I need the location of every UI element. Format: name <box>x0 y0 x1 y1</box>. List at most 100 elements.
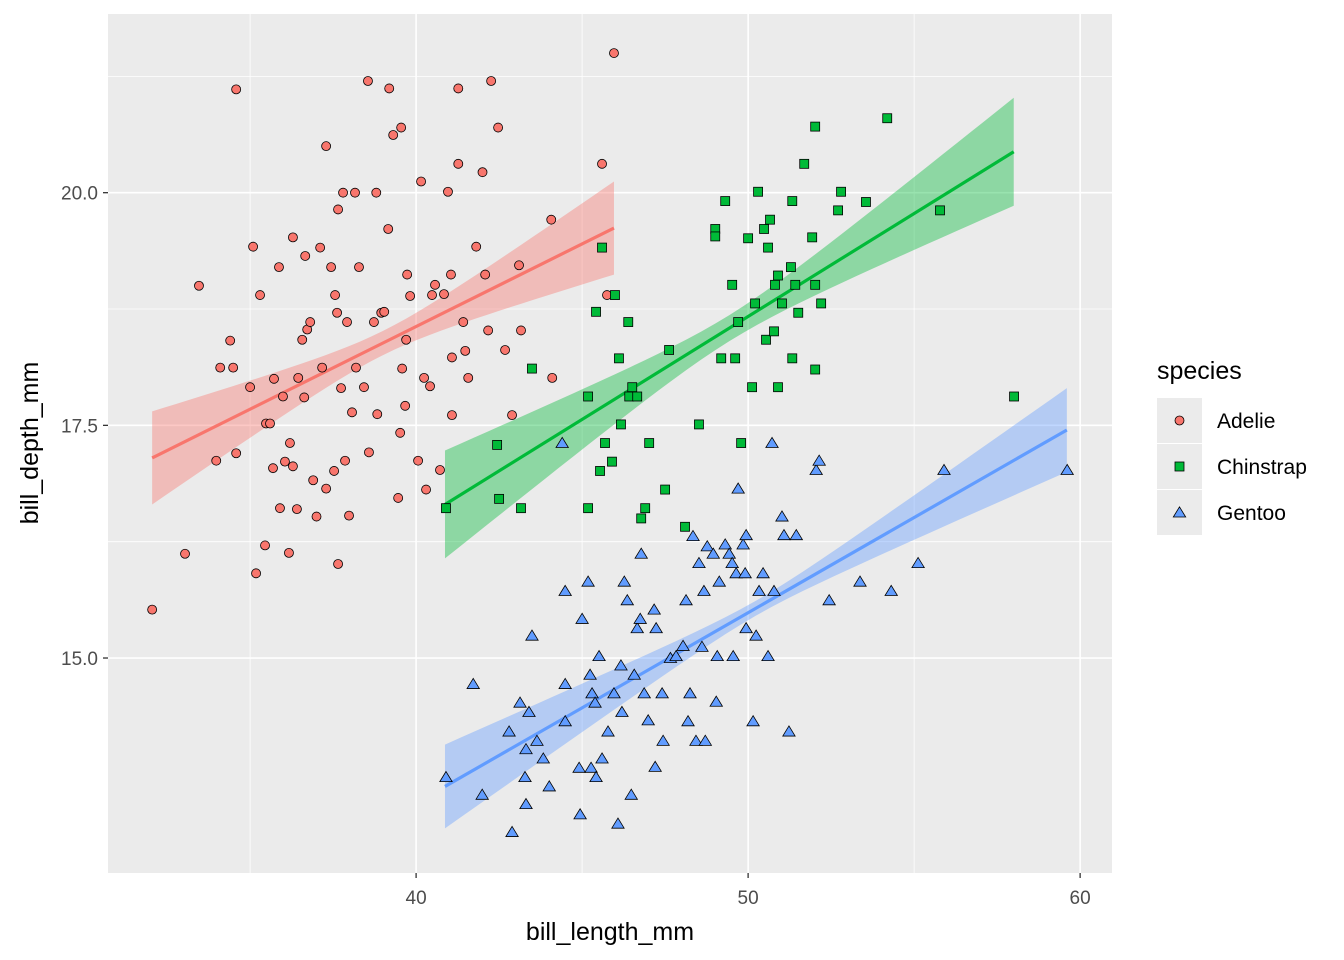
data-point-gentoo <box>749 629 763 641</box>
data-point-gentoo <box>583 668 597 680</box>
data-point-adelie <box>329 466 339 476</box>
data-point-adelie <box>321 483 332 494</box>
data-point-adelie <box>317 362 328 373</box>
regression-line-chinstrap <box>444 150 1015 506</box>
data-point-adelie <box>546 214 557 225</box>
data-point-gentoo <box>937 463 951 475</box>
data-point-chinstrap <box>583 391 593 402</box>
data-point-gentoo <box>584 761 598 773</box>
data-point-adelie <box>471 241 482 252</box>
data-point-adelie <box>363 76 373 86</box>
data-point-gentoo <box>647 603 662 615</box>
data-point-adelie <box>147 604 158 615</box>
data-point-gentoo <box>525 629 539 641</box>
data-point-adelie <box>516 325 526 336</box>
data-point-adelie <box>342 317 352 327</box>
data-point-gentoo <box>617 575 632 587</box>
data-point-adelie <box>315 242 326 253</box>
data-point-gentoo <box>812 454 827 466</box>
data-point-chinstrap <box>807 232 818 243</box>
data-point-adelie <box>231 84 242 95</box>
legend-symbol-gentoo <box>1172 506 1187 518</box>
data-point-gentoo <box>614 659 628 671</box>
data-point-adelie <box>413 455 423 466</box>
data-point-adelie <box>260 540 270 551</box>
data-point-gentoo <box>656 734 671 746</box>
legend-symbol-chinstrap <box>1174 461 1185 472</box>
data-point-chinstrap <box>527 363 537 374</box>
data-point-adelie <box>547 372 558 383</box>
data-point-adelie <box>364 447 374 458</box>
data-point-adelie <box>597 158 607 169</box>
data-point-adelie <box>453 83 464 94</box>
data-point-chinstrap <box>591 306 601 317</box>
data-point-chinstrap <box>733 317 744 327</box>
data-point-adelie <box>180 548 190 559</box>
data-point-gentoo <box>822 593 837 606</box>
data-point-adelie <box>446 269 456 280</box>
data-point-gentoo <box>765 436 779 448</box>
data-point-adelie <box>274 262 284 273</box>
data-point-gentoo <box>752 584 766 596</box>
data-point-gentoo <box>789 528 804 541</box>
data-point-gentoo <box>573 807 588 820</box>
data-point-gentoo <box>615 705 629 717</box>
data-point-chinstrap <box>610 290 620 300</box>
data-point-chinstrap <box>743 233 754 244</box>
data-point-chinstrap <box>716 353 727 364</box>
data-point-chinstrap <box>607 456 617 467</box>
data-point-adelie <box>477 167 488 178</box>
data-point-adelie <box>609 48 619 58</box>
data-point-adelie <box>275 503 285 514</box>
data-point-adelie <box>308 475 319 486</box>
data-point-chinstrap <box>763 242 773 253</box>
data-point-adelie <box>397 363 408 374</box>
data-point-gentoo <box>809 463 824 475</box>
data-point-adelie <box>419 372 429 383</box>
data-point-chinstrap <box>777 298 787 309</box>
data-point-chinstrap <box>730 353 741 364</box>
y-tick-label: 17.5 <box>61 416 98 437</box>
data-point-adelie <box>483 325 494 336</box>
data-point-gentoo <box>536 752 551 764</box>
data-point-gentoo <box>542 780 557 792</box>
data-point-adelie <box>211 455 222 466</box>
data-point-adelie <box>383 224 394 234</box>
data-point-adelie <box>493 122 504 133</box>
data-point-chinstrap <box>810 279 821 290</box>
data-point-gentoo <box>689 734 703 746</box>
data-point-chinstrap <box>492 439 503 450</box>
data-point-gentoo <box>439 770 453 783</box>
data-point-chinstrap <box>720 196 731 206</box>
data-point-adelie <box>388 130 399 140</box>
data-point-adelie <box>400 400 411 411</box>
data-point-adelie <box>300 251 311 261</box>
data-point-adelie <box>338 187 348 198</box>
data-point-chinstrap <box>1009 391 1019 402</box>
data-point-chinstrap <box>694 419 704 430</box>
data-point-adelie <box>350 187 360 198</box>
data-point-chinstrap <box>640 503 651 514</box>
regression-line-adelie <box>151 226 615 460</box>
data-point-gentoo <box>731 482 746 494</box>
data-point-gentoo <box>697 584 711 596</box>
data-point-gentoo <box>555 436 570 448</box>
regression-lines <box>151 150 1068 788</box>
data-point-gentoo <box>624 788 639 800</box>
data-point-adelie <box>453 158 464 169</box>
data-point-gentoo <box>518 770 532 783</box>
data-point-chinstrap <box>765 214 775 225</box>
data-point-gentoo <box>676 639 690 651</box>
data-point-adelie <box>447 352 457 363</box>
data-point-gentoo <box>683 686 697 699</box>
data-point-adelie <box>255 290 265 300</box>
data-point-gentoo <box>775 510 789 522</box>
data-point-gentoo <box>884 584 899 596</box>
data-point-gentoo <box>712 575 727 587</box>
data-point-chinstrap <box>786 262 796 273</box>
data-point-adelie <box>463 372 474 383</box>
data-point-gentoo <box>739 528 754 541</box>
data-point-chinstrap <box>790 279 801 290</box>
data-point-adelie <box>425 381 435 392</box>
data-point-adelie <box>336 383 346 394</box>
